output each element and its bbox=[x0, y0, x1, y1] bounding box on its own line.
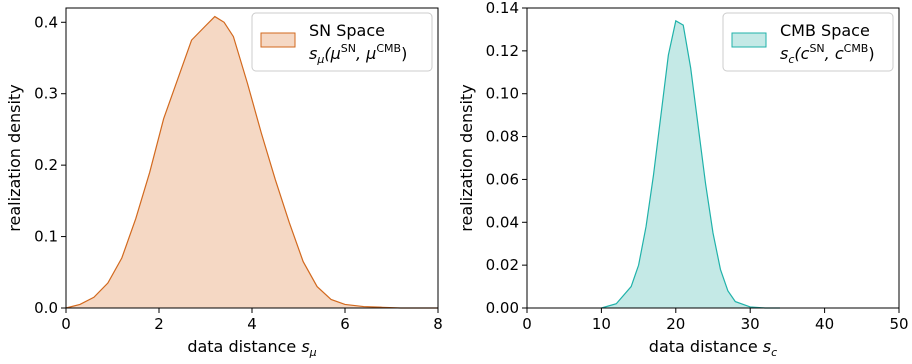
y-tick-label: 0.08 bbox=[486, 128, 519, 146]
y-tick-label: 0.1 bbox=[34, 228, 58, 246]
y-tick-label: 0.06 bbox=[486, 170, 519, 188]
legend-label: SN Space bbox=[309, 21, 385, 40]
density-area bbox=[66, 16, 438, 308]
x-tick-label: 50 bbox=[889, 315, 908, 333]
legend-swatch bbox=[260, 32, 296, 48]
x-tick-label: 0 bbox=[522, 315, 532, 333]
x-axis-label: data distance sμ bbox=[187, 337, 316, 359]
y-tick-label: 0.14 bbox=[486, 0, 519, 17]
legend-swatch bbox=[731, 32, 767, 48]
y-tick-label: 0.4 bbox=[34, 13, 58, 31]
x-tick-label: 30 bbox=[741, 315, 760, 333]
density-line bbox=[65, 15, 438, 309]
y-tick-label: 0.3 bbox=[34, 85, 58, 103]
legend-formula: sμ(μSN, μCMB) bbox=[309, 42, 407, 66]
chart-panel-2: 0 10 20 30 40 50 0.00 0.02 0.04 0.06 0.08 0.10 0.12 0… bbox=[457, 0, 909, 359]
y-axis-label: realization density bbox=[5, 84, 24, 231]
y-axis-label: realization density bbox=[457, 84, 476, 231]
y-tick-label: 0.2 bbox=[34, 156, 58, 174]
density-line bbox=[601, 19, 780, 309]
y-tick-label: 0.00 bbox=[486, 299, 519, 317]
x-tick-label: 2 bbox=[154, 315, 164, 333]
x-tick-label: 20 bbox=[666, 315, 685, 333]
legend-box bbox=[722, 12, 894, 72]
legend: SN Space sμ(μSN, μCMB) bbox=[251, 12, 433, 72]
y-tick-label: 0.0 bbox=[34, 299, 58, 317]
x-tick-label: 0 bbox=[61, 315, 71, 333]
y-tick-label: 0.02 bbox=[486, 256, 519, 274]
x-tick-label: 4 bbox=[247, 315, 257, 333]
chart-panel-1: 0 2 4 6 8 0.0 0.1 0.2 0.3 0.4 data distance sμ real… bbox=[5, 7, 443, 359]
y-tick-label: 0.04 bbox=[486, 213, 519, 231]
legend: CMB Space sc(cSN, cCMB) bbox=[722, 12, 894, 72]
legend-formula: sc(cSN, cCMB) bbox=[780, 42, 875, 66]
legend-label: CMB Space bbox=[780, 21, 870, 40]
plot-frame bbox=[526, 7, 900, 309]
density-area bbox=[601, 20, 780, 309]
y-tick-label: 0.10 bbox=[486, 85, 519, 103]
x-tick-label: 10 bbox=[592, 315, 611, 333]
legend-box bbox=[251, 12, 433, 72]
x-tick-label: 8 bbox=[433, 315, 443, 333]
y-tick-label: 0.12 bbox=[486, 42, 519, 60]
x-tick-label: 40 bbox=[815, 315, 834, 333]
x-axis-label: data distance sc bbox=[649, 337, 777, 359]
x-tick-label: 6 bbox=[340, 315, 350, 333]
